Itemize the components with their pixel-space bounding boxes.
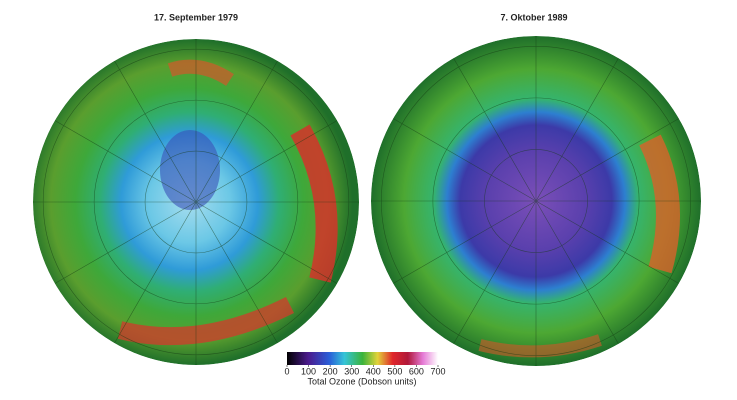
colorbar xyxy=(287,352,438,365)
meridian-line xyxy=(535,118,680,202)
meridian-line xyxy=(195,201,338,284)
meridian-line xyxy=(535,57,619,202)
colorbar-tick-label: 0 xyxy=(284,366,289,376)
meridian-line xyxy=(535,200,619,345)
meridian-line xyxy=(195,201,278,344)
meridian-line xyxy=(114,60,197,203)
colorbar-tick-label: 400 xyxy=(366,366,381,376)
colorbar-tick-label: 300 xyxy=(344,366,359,376)
meridian-line xyxy=(453,200,537,345)
colorbar-tick-label: 700 xyxy=(430,366,445,376)
meridian-line xyxy=(453,57,537,202)
meridian-line xyxy=(195,120,338,203)
colorbar-tick-label: 600 xyxy=(409,366,424,376)
map-title: 7. Oktober 1989 xyxy=(500,12,567,22)
colorbar-tick-label: 100 xyxy=(301,366,316,376)
meridian-line xyxy=(535,200,680,284)
colorbar-tick-label: 500 xyxy=(387,366,402,376)
colorbar-label: Total Ozone (Dobson units) xyxy=(307,376,416,386)
meridian-line xyxy=(392,200,537,284)
meridian-line xyxy=(392,118,537,202)
meridian-line xyxy=(114,201,197,344)
globe-1989 xyxy=(371,36,701,366)
meridian-line xyxy=(195,60,278,203)
meridian-line xyxy=(54,120,197,203)
map-title: 17. September 1979 xyxy=(154,12,238,22)
meridian-line xyxy=(54,201,197,284)
colorbar-tick-label: 200 xyxy=(323,366,338,376)
globe-1979 xyxy=(33,39,359,365)
